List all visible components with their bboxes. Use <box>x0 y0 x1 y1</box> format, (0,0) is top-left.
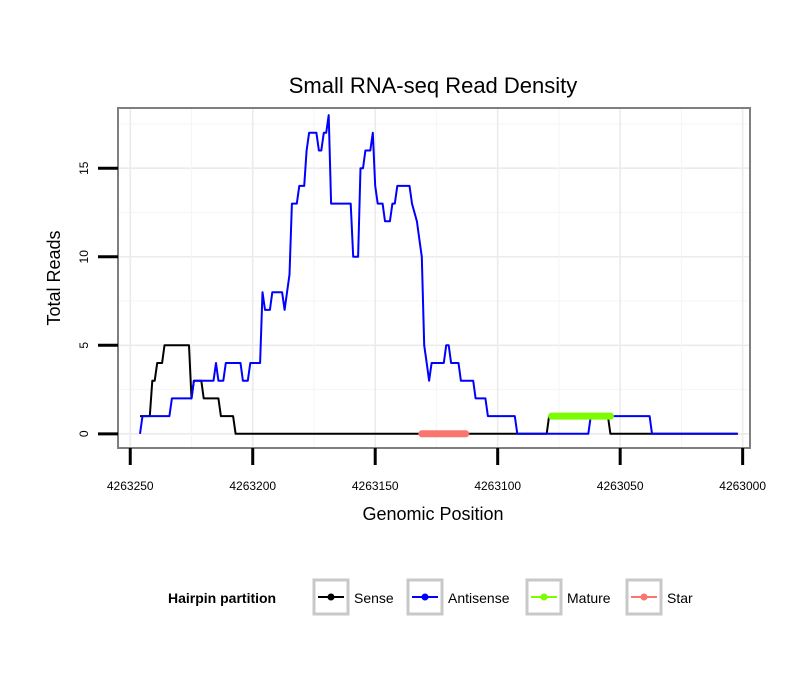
y-tick-label: 0 <box>77 430 91 437</box>
legend-label: Antisense <box>448 590 510 606</box>
chart-title: Small RNA-seq Read Density <box>289 73 578 98</box>
y-tick-label: 5 <box>77 342 91 349</box>
y-tick-label: 10 <box>77 250 91 264</box>
legend-key-dot <box>421 593 429 601</box>
series-antisense-line <box>139 114 738 435</box>
legend-label: Mature <box>567 590 611 606</box>
legend-item-sense: Sense <box>312 578 394 616</box>
plot-panel-border <box>117 107 751 449</box>
y-tick-label: 15 <box>77 161 91 175</box>
x-tick-label: 4263000 <box>719 479 766 493</box>
x-tick-label: 4263200 <box>229 479 276 493</box>
legend-key-dot <box>640 593 648 601</box>
x-axis-ticks: 4263250 4263200 4263150 4263100 4263050 42630… <box>107 448 766 493</box>
x-tick-label: 4263250 <box>107 479 154 493</box>
legend: Hairpin partition Sense Antisense Mature St… <box>168 578 693 616</box>
x-tick-label: 4263050 <box>597 479 644 493</box>
grid-lines <box>118 108 750 448</box>
x-tick-label: 4263100 <box>474 479 521 493</box>
legend-item-star: Star <box>625 578 693 616</box>
y-axis-title: Total Reads <box>44 230 64 325</box>
x-tick-label: 4263150 <box>352 479 399 493</box>
legend-key-dot <box>327 593 335 601</box>
series-lines <box>139 114 738 438</box>
x-axis-title: Genomic Position <box>362 504 503 524</box>
y-axis-ticks: 0 5 10 15 <box>77 161 118 437</box>
legend-item-antisense: Antisense <box>406 578 510 616</box>
legend-key-dot <box>540 593 548 601</box>
legend-items: Sense Antisense Mature Star <box>312 578 693 616</box>
legend-item-mature: Mature <box>525 578 611 616</box>
legend-label: Star <box>667 590 693 606</box>
legend-title: Hairpin partition <box>168 590 276 606</box>
legend-label: Sense <box>354 590 394 606</box>
